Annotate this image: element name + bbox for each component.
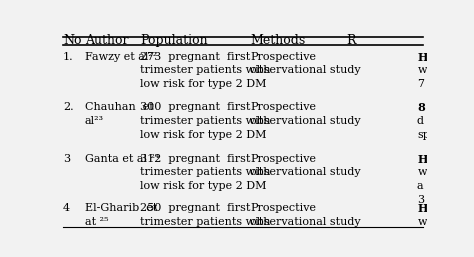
Text: low risk for type 2 DM: low risk for type 2 DM [140,130,266,140]
Text: No: No [63,34,82,47]
Text: 312  pregnant  first: 312 pregnant first [140,153,250,163]
Text: sp: sp [418,130,430,140]
Text: 3: 3 [63,153,70,163]
Text: trimester patients with: trimester patients with [140,66,271,76]
Text: Prospective: Prospective [250,153,316,163]
Text: H: H [418,153,428,164]
Text: 250  pregnant  first: 250 pregnant first [140,203,250,213]
Text: H: H [418,203,428,214]
Text: Population: Population [140,34,208,47]
Text: low risk for type 2 DM: low risk for type 2 DM [140,79,266,89]
Text: 2.: 2. [63,102,73,112]
Text: observational study: observational study [250,167,361,177]
Text: H: H [418,52,428,63]
Text: Chauhan  et: Chauhan et [85,102,154,112]
Text: Methods: Methods [250,34,306,47]
Text: observational study: observational study [250,116,361,126]
Text: 3: 3 [418,195,425,205]
Text: Fawzy et al²²: Fawzy et al²² [85,52,157,62]
Text: El-Gharib  et: El-Gharib et [85,203,157,213]
Text: d: d [418,116,427,126]
Text: Prospective: Prospective [250,102,316,112]
Text: a: a [418,181,426,191]
Text: Prospective: Prospective [250,203,316,213]
Text: Prospective: Prospective [250,52,316,62]
Text: w: w [418,66,427,76]
Text: 273  pregnant  first: 273 pregnant first [140,52,250,62]
Text: trimester patients with: trimester patients with [140,217,271,227]
Text: w: w [418,217,427,227]
Text: trimester patients with: trimester patients with [140,167,271,177]
Text: 300  pregnant  first: 300 pregnant first [140,102,250,112]
Text: al²³: al²³ [85,116,104,126]
Text: 7: 7 [418,79,424,89]
Text: observational study: observational study [250,217,361,227]
Text: Ganta et al ²⁴: Ganta et al ²⁴ [85,153,159,163]
Text: 4: 4 [63,203,70,213]
Text: 8: 8 [418,102,425,113]
Text: low risk for type 2 DM: low risk for type 2 DM [140,181,266,191]
Text: 1.: 1. [63,52,73,62]
Text: R: R [346,34,356,47]
Text: w: w [418,167,427,177]
Text: Author: Author [85,34,128,47]
Text: at ²⁵: at ²⁵ [85,217,109,227]
Text: observational study: observational study [250,66,361,76]
Text: trimester patients with: trimester patients with [140,116,271,126]
Text: 4: 4 [418,231,425,241]
